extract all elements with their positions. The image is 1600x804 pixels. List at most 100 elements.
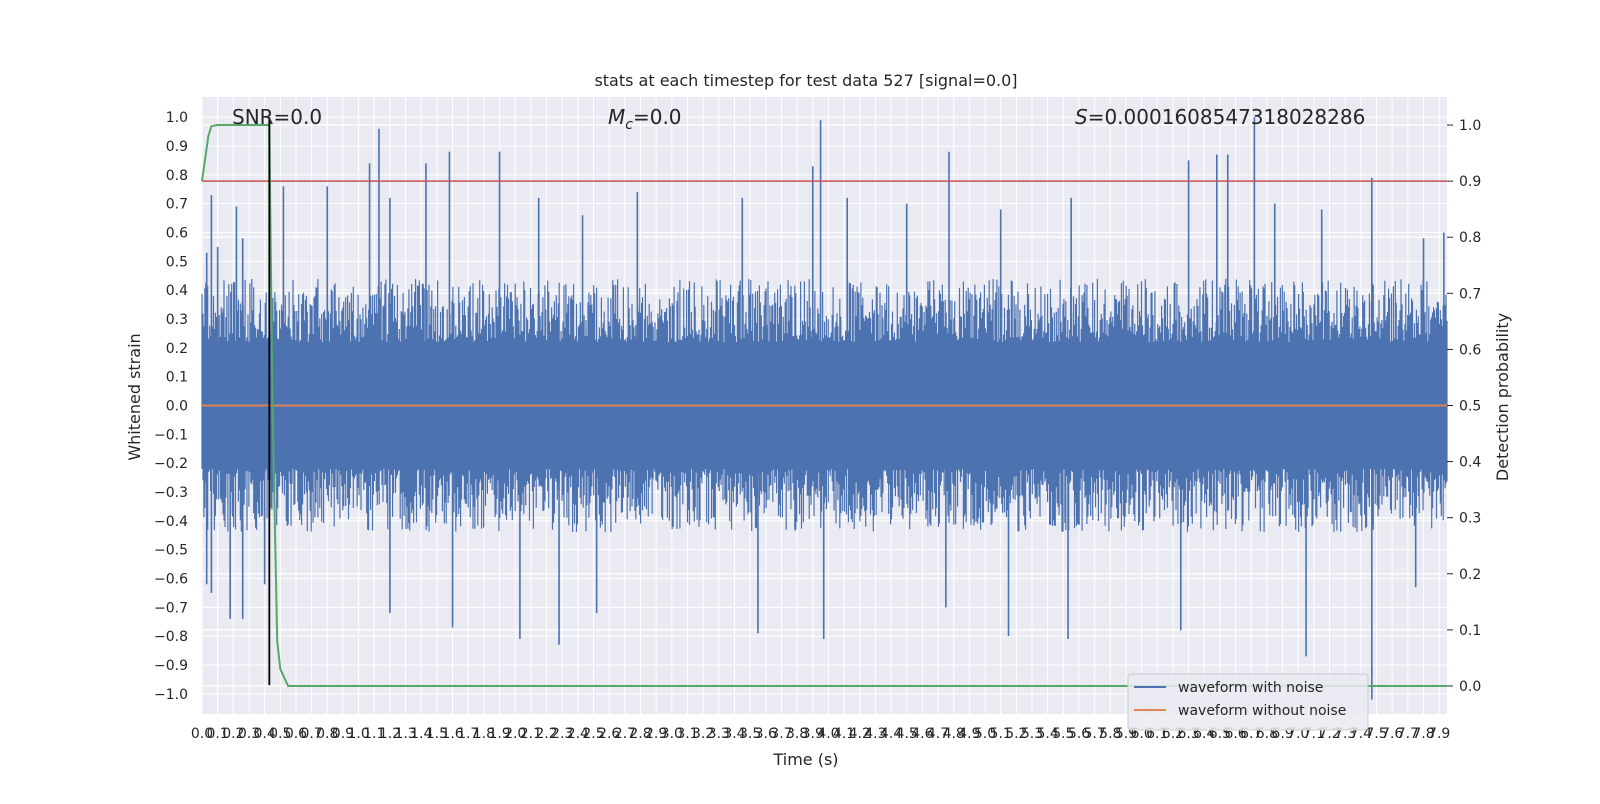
y2-tick-label: 0.3: [1459, 511, 1481, 527]
x-tick-label: 3.8: [786, 726, 808, 742]
snr-annotation: SNR=0.0: [232, 105, 322, 129]
y-tick-label: 0.5: [166, 254, 188, 270]
y-tick-label: 0.1: [166, 370, 188, 386]
y-tick-label: −0.6: [154, 571, 188, 587]
y-tick-label: −1.0: [154, 687, 188, 703]
x-tick-label: 1.3: [394, 726, 416, 742]
y-tick-label: 0.8: [166, 168, 188, 184]
y-tick-label: 0.3: [166, 312, 188, 328]
x-tick-label: 1.0: [347, 726, 369, 742]
legend-label-noise: waveform with noise: [1178, 680, 1323, 696]
x-tick-label: 1.9: [488, 726, 510, 742]
x-tick-label: 0.2: [222, 726, 244, 742]
x-tick-label: 1.8: [473, 726, 495, 742]
x-tick-label: 3.5: [739, 726, 761, 742]
y2-axis-label: Detection probability: [1493, 313, 1512, 481]
x-tick-label: 4.4: [880, 726, 902, 742]
x-tick-label: 4.6: [911, 726, 933, 742]
noise-waveform: [201, 278, 1448, 533]
x-tick-label: 5.6: [1068, 726, 1090, 742]
y-tick-label: 0.6: [166, 226, 188, 242]
legend-label-clean: waveform without noise: [1178, 703, 1346, 719]
y-tick-label: 0.9: [166, 139, 188, 155]
y-tick-label: 0.7: [166, 197, 188, 213]
x-tick-label: 2.4: [567, 726, 589, 742]
x-tick-label: 5.5: [1052, 726, 1074, 742]
y-tick-label: −0.3: [154, 485, 188, 501]
x-tick-label: 0.1: [207, 726, 229, 742]
x-tick-label: 1.6: [441, 726, 463, 742]
y2-tick-label: 0.7: [1459, 286, 1481, 302]
x-tick-label: 2.0: [504, 726, 526, 742]
x-tick-label: 7.8: [1412, 726, 1434, 742]
x-tick-label: 2.1: [520, 726, 542, 742]
y-tick-label: 0.4: [166, 283, 188, 299]
x-tick-label: 2.3: [551, 726, 573, 742]
x-tick-label: 1.1: [363, 726, 385, 742]
y2-tick-label: 0.8: [1459, 230, 1481, 246]
x-tick-label: 2.2: [535, 726, 557, 742]
x-tick-label: 3.7: [770, 726, 792, 742]
x-tick-label: 5.2: [1005, 726, 1027, 742]
y2-tick-label: 0.6: [1459, 342, 1481, 358]
x-tick-label: 3.4: [723, 726, 745, 742]
x-tick-label: 1.2: [379, 726, 401, 742]
x-tick-label: 3.1: [676, 726, 698, 742]
x-tick-label: 4.3: [864, 726, 886, 742]
x-tick-label: 0.0: [191, 726, 213, 742]
s-annotation: S=0.0001608547318028286: [1075, 105, 1365, 129]
x-tick-label: 0.8: [316, 726, 338, 742]
x-tick-label: 2.6: [598, 726, 620, 742]
x-tick-label: 3.6: [755, 726, 777, 742]
x-tick-label: 4.1: [833, 726, 855, 742]
y-tick-label: −0.2: [154, 456, 188, 472]
x-tick-label: 3.3: [708, 726, 730, 742]
y-tick-label: −0.5: [154, 543, 188, 559]
x-tick-label: 4.8: [943, 726, 965, 742]
x-tick-label: 0.7: [300, 726, 322, 742]
x-tick-label: 1.4: [410, 726, 432, 742]
x-tick-label: 5.0: [974, 726, 996, 742]
x-tick-label: 3.0: [661, 726, 683, 742]
legend: waveform with noise waveform without noi…: [1127, 673, 1369, 731]
y-tick-label: −0.8: [154, 629, 188, 645]
x-tick-label: 3.2: [692, 726, 714, 742]
y2-tick-label: 0.1: [1459, 623, 1481, 639]
y2-tick-label: 0.5: [1459, 399, 1481, 415]
x-tick-label: 3.9: [802, 726, 824, 742]
x-tick-label: 0.3: [238, 726, 260, 742]
x-tick-label: 4.0: [817, 726, 839, 742]
x-tick-label: 2.7: [614, 726, 636, 742]
y2-tick-label: 0.2: [1459, 567, 1481, 583]
y-axis-label: Whitened strain: [125, 333, 144, 460]
y-tick-label: 0.0: [166, 399, 188, 415]
chart-title: stats at each timestep for test data 527…: [594, 71, 1017, 90]
y2-tick-label: 0.9: [1459, 174, 1481, 190]
tick-labels-group: 0.00.10.20.30.40.50.60.70.80.91.01.11.21…: [154, 110, 1481, 742]
y-tick-label: 0.2: [166, 341, 188, 357]
x-tick-label: 2.8: [629, 726, 651, 742]
x-tick-label: 5.7: [1084, 726, 1106, 742]
x-tick-label: 7.7: [1397, 726, 1419, 742]
x-tick-label: 1.5: [426, 726, 448, 742]
x-tick-label: 4.9: [958, 726, 980, 742]
y2-tick-label: 0.4: [1459, 455, 1481, 471]
y-tick-label: −0.1: [154, 427, 188, 443]
y2-tick-label: 1.0: [1459, 118, 1481, 134]
x-tick-label: 5.3: [1021, 726, 1043, 742]
mc-subscript: c: [625, 117, 633, 133]
x-tick-label: 1.7: [457, 726, 479, 742]
x-tick-label: 7.9: [1428, 726, 1450, 742]
s-value: =0.0001608547318028286: [1088, 105, 1366, 129]
x-tick-label: 5.4: [1037, 726, 1059, 742]
x-tick-label: 2.5: [582, 726, 604, 742]
x-tick-label: 0.4: [254, 726, 276, 742]
x-tick-label: 4.7: [927, 726, 949, 742]
mc-symbol: M: [608, 105, 625, 129]
x-tick-label: 0.6: [285, 726, 307, 742]
y-tick-label: −0.9: [154, 658, 188, 674]
x-axis-label: Time (s): [772, 750, 838, 769]
y-tick-label: 1.0: [166, 110, 188, 126]
